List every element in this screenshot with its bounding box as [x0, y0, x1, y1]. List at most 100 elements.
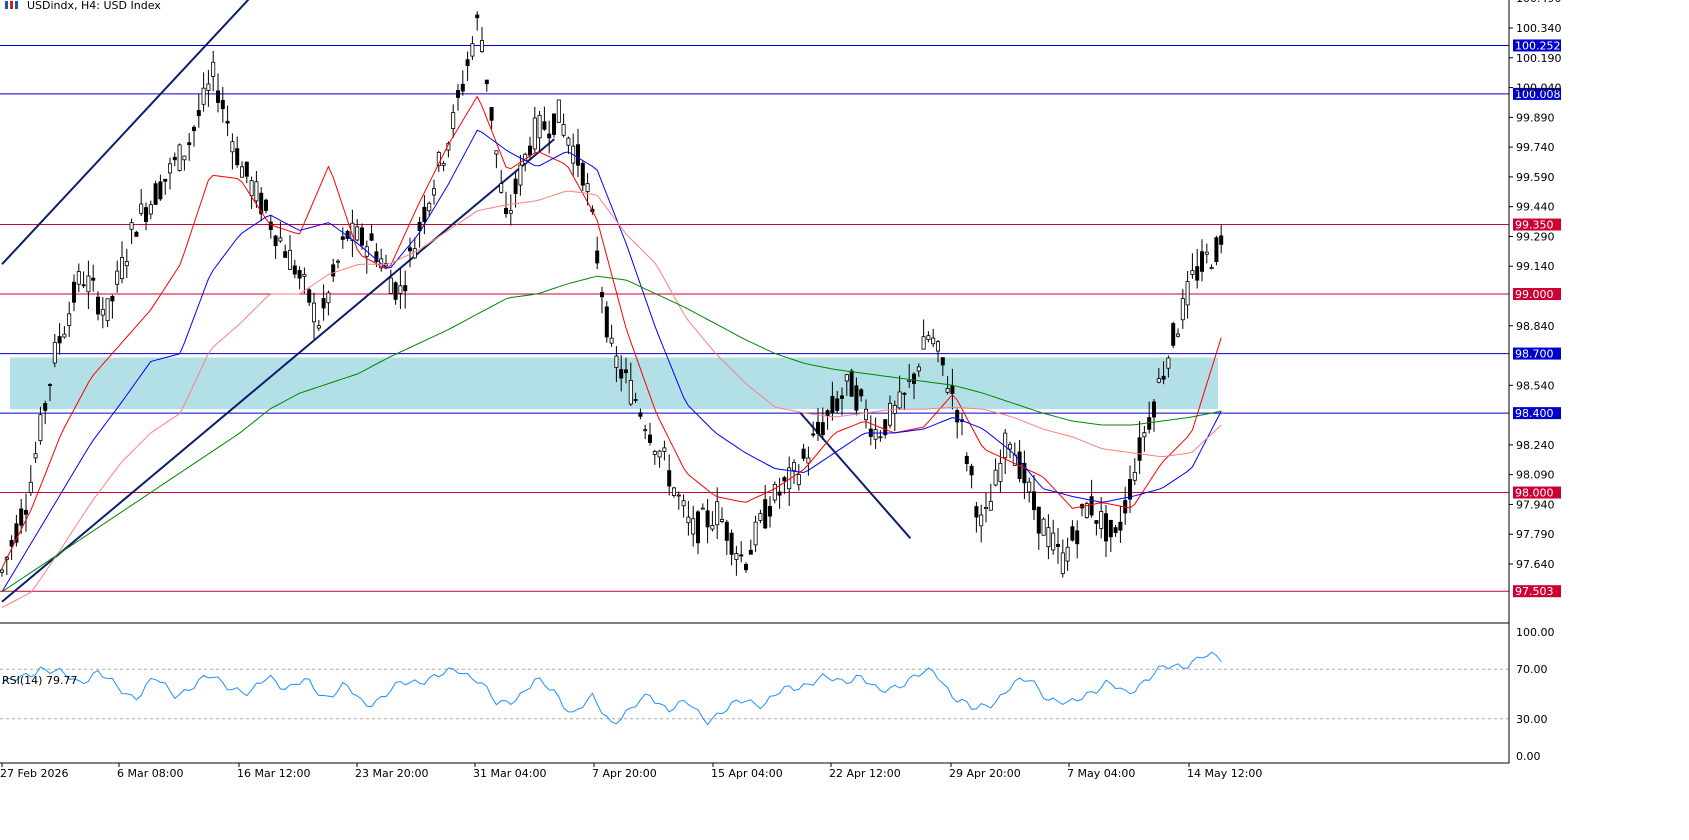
candle-body: [537, 114, 542, 139]
candle: [302, 267, 307, 294]
candle: [1051, 519, 1056, 555]
candle: [28, 465, 33, 496]
price-pane: 100.252 100.008 99.350 99.000 98.700 98.400 98…: [0, 0, 1561, 609]
candle-body: [580, 162, 585, 186]
candle-body: [950, 385, 955, 395]
candle-body: [864, 408, 869, 421]
candle-body: [998, 462, 1003, 482]
candle-body: [412, 248, 417, 259]
candle-body: [62, 333, 67, 338]
candle-body: [1171, 323, 1176, 346]
candle: [57, 322, 62, 355]
candle-body: [888, 402, 893, 426]
candle-body: [1128, 478, 1133, 500]
candle-body: [729, 532, 734, 555]
candle-body: [1209, 267, 1214, 270]
candle: [292, 259, 297, 279]
candle: [652, 449, 657, 465]
rsi-title: RSI(14) 79.77: [2, 674, 78, 687]
candle: [604, 301, 609, 343]
candle: [926, 331, 931, 343]
candle-body: [129, 222, 134, 230]
candle: [335, 258, 340, 269]
candle: [441, 160, 446, 172]
level-label: 98.700: [1515, 348, 1554, 361]
level-lines: [0, 44, 1509, 592]
candle-body: [993, 469, 998, 486]
candle: [455, 84, 460, 111]
candle-body: [1185, 281, 1190, 306]
candle: [407, 237, 412, 268]
level-label: 99.350: [1515, 219, 1554, 232]
level-label: 98.400: [1515, 407, 1554, 420]
candle: [585, 173, 590, 206]
candle-body: [417, 221, 422, 231]
candle-body: [1051, 532, 1056, 551]
level-label-box: [1513, 585, 1561, 598]
candle: [739, 541, 744, 563]
candle-body: [254, 181, 259, 202]
candle: [379, 248, 384, 272]
candle-body: [1161, 375, 1166, 380]
candle-body: [561, 124, 566, 136]
candle: [753, 515, 758, 553]
moving-averages: [1, 95, 1222, 609]
candle-body: [206, 83, 211, 91]
candle-body: [484, 79, 489, 85]
candle: [1080, 503, 1085, 517]
candle-body: [465, 59, 470, 66]
candle-body: [499, 183, 504, 193]
candle-body: [139, 203, 144, 214]
candle-body: [566, 137, 571, 146]
candle: [412, 237, 417, 260]
candle: [76, 263, 81, 293]
candle: [840, 387, 845, 416]
candle: [614, 346, 619, 383]
candle-body: [1147, 417, 1152, 430]
candle-body: [638, 412, 643, 417]
candle-body: [657, 450, 662, 458]
candle: [1190, 253, 1195, 279]
candle: [494, 150, 499, 169]
candle: [254, 171, 259, 208]
candle: [638, 408, 643, 420]
ma-line: [1, 129, 1222, 593]
candle: [556, 99, 561, 123]
candle-body: [739, 554, 744, 557]
candle: [1166, 355, 1171, 378]
candle-body: [43, 403, 48, 411]
candle-body: [988, 501, 993, 511]
candle-body: [955, 410, 960, 423]
level-price-labels: 100.252 100.008 99.350 99.000 98.700 98.400 98…: [1513, 39, 1561, 598]
candle: [811, 421, 816, 438]
candle-body: [81, 284, 86, 287]
candle: [287, 235, 292, 270]
candle-body: [76, 271, 81, 285]
candle-body: [1070, 526, 1075, 541]
candle-body: [302, 273, 307, 277]
candle: [244, 161, 249, 184]
candle-body: [479, 40, 484, 53]
candle: [1214, 235, 1219, 266]
candle-body: [734, 553, 739, 561]
candle-body: [451, 112, 456, 130]
candle-body: [984, 506, 989, 510]
candle: [1200, 239, 1205, 282]
support-zone: [10, 357, 1218, 410]
price-tick-label: 100.190: [1516, 52, 1562, 65]
time-tick-label: 14 May 12:00: [1187, 767, 1262, 780]
candle: [67, 301, 72, 337]
candle-body: [1180, 298, 1185, 321]
candle: [1142, 426, 1147, 452]
candle: [734, 545, 739, 576]
candle: [465, 51, 470, 82]
zone-layer: [10, 357, 1218, 410]
candle: [667, 454, 672, 496]
candle: [398, 268, 403, 309]
candle-body: [19, 508, 24, 526]
candle: [960, 412, 965, 436]
candle-body: [1099, 511, 1104, 529]
candle-body: [335, 260, 340, 263]
level-label: 98.000: [1515, 487, 1554, 500]
